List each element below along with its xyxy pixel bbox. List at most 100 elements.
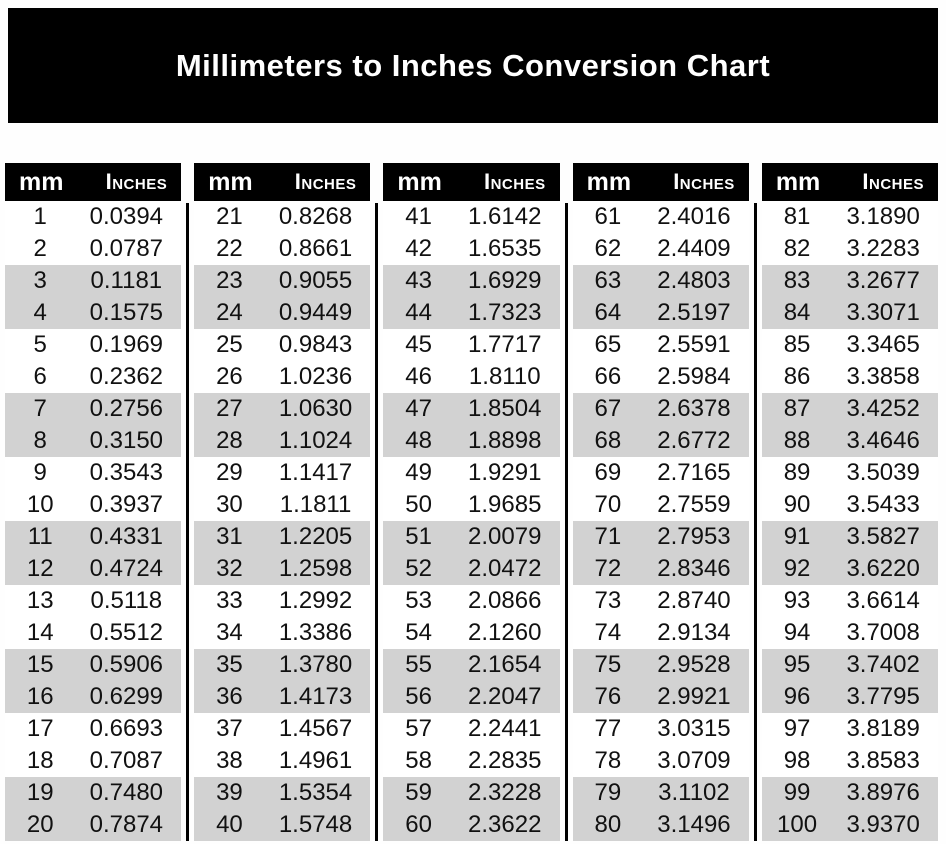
mm-value: 15	[26, 651, 54, 678]
table-row: 80 3.1496	[572, 809, 749, 841]
table-row: 46 1.8110	[383, 361, 560, 393]
mm-value: 65	[594, 331, 622, 358]
mm-value: 18	[26, 747, 54, 774]
table-row: 30 1.1811	[194, 489, 371, 521]
table-row: 55 2.1654	[383, 649, 560, 681]
table-row: 17 0.6693	[5, 713, 182, 745]
inches-value: 3.8583	[846, 747, 920, 774]
table-row: 33 1.2992	[194, 585, 371, 617]
inches-value: 3.8976	[846, 779, 920, 806]
table-row: 95 3.7402	[761, 649, 939, 681]
mm-value: 73	[594, 587, 622, 614]
inches-header-label: Inches	[483, 169, 546, 194]
inches-value: 2.8346	[657, 555, 731, 582]
table-row: 31 1.2205	[194, 521, 371, 553]
mm-value: 84	[783, 299, 811, 326]
mm-value: 98	[783, 747, 811, 774]
mm-value: 38	[216, 747, 243, 774]
table-row: 62 2.4409	[572, 233, 749, 265]
table-row: 7 0.2756	[5, 393, 182, 425]
table-row: 68 2.6772	[572, 425, 749, 457]
table-row: 45 1.7717	[383, 329, 560, 361]
mm-value: 40	[216, 811, 243, 838]
table-row: 8 0.3150	[5, 425, 182, 457]
mm-value: 61	[594, 203, 622, 230]
inches-value: 0.9055	[278, 267, 353, 294]
mm-value: 97	[783, 715, 811, 742]
table-row: 27 1.0630	[194, 393, 371, 425]
inches-value: 3.8189	[846, 715, 920, 742]
inches-value: 0.9843	[278, 331, 353, 358]
table-row: 96 3.7795	[761, 681, 939, 713]
inches-value: 2.0079	[468, 523, 542, 550]
mm-value: 77	[594, 715, 622, 742]
mm-value: 4	[33, 299, 47, 326]
conversion-column-2: mm Inches 21 0.8268 22 0.8661 23 0.9055 24 0.94…	[186, 163, 371, 841]
inches-value: 1.6929	[468, 267, 542, 294]
inches-value: 3.7008	[846, 619, 920, 646]
inches-value: 3.5039	[846, 459, 920, 486]
inches-value: 0.7480	[89, 779, 164, 806]
inches-value: 2.7165	[657, 459, 731, 486]
table-row: 93 3.6614	[761, 585, 939, 617]
inches-value: 3.1102	[658, 779, 730, 806]
inches-value: 0.3543	[89, 459, 164, 486]
mm-value: 39	[216, 779, 243, 806]
inches-value: 2.3622	[468, 811, 542, 838]
mm-value: 24	[216, 299, 243, 326]
table-row: 38 1.4961	[194, 745, 371, 777]
mm-value: 26	[216, 363, 243, 390]
inches-value: 0.7874	[89, 811, 164, 838]
inches-value: 2.5591	[657, 331, 731, 358]
mm-value: 17	[26, 715, 54, 742]
mm-value: 1	[33, 203, 47, 230]
mm-value: 34	[216, 619, 243, 646]
inches-value: 0.5512	[89, 619, 164, 646]
inches-value: 1.7323	[468, 299, 542, 326]
inches-value: 1.5748	[278, 811, 353, 838]
inches-value: 3.6220	[846, 555, 920, 582]
table-row: 50 1.9685	[383, 489, 560, 521]
mm-header-label: mm	[208, 167, 253, 196]
table-row: 82 3.2283	[761, 233, 939, 265]
table-row: 94 3.7008	[761, 617, 939, 649]
inches-value: 2.4803	[657, 267, 731, 294]
table-row: 78 3.0709	[572, 745, 749, 777]
table-row: 70 2.7559	[572, 489, 749, 521]
mm-value: 28	[216, 427, 243, 454]
mm-value: 35	[216, 651, 243, 678]
mm-value: 10	[26, 491, 54, 518]
inches-value: 3.5433	[846, 491, 920, 518]
table-row: 86 3.3858	[761, 361, 939, 393]
inches-value: 2.7953	[657, 523, 731, 550]
table-row: 48 1.8898	[383, 425, 560, 457]
table-row: 100 3.9370	[761, 809, 939, 841]
table-row: 49 1.9291	[383, 457, 560, 489]
inches-value: 2.9921	[657, 683, 731, 710]
mm-value: 67	[594, 395, 622, 422]
inches-value: 1.3780	[278, 651, 353, 678]
mm-value: 78	[594, 747, 622, 774]
inches-value: 1.9291	[468, 459, 542, 486]
table-row: 58 2.2835	[383, 745, 560, 777]
mm-value: 100	[777, 811, 818, 838]
table-row: 87 3.4252	[761, 393, 939, 425]
table-row: 9 0.3543	[5, 457, 182, 489]
mm-value: 36	[216, 683, 243, 710]
table-row: 47 1.8504	[383, 393, 560, 425]
inches-value: 1.0236	[278, 363, 353, 390]
column-body: 61 2.4016 62 2.4409 63 2.4803 64 2.5197 65 2.5591…	[572, 201, 749, 841]
inches-value: 2.7559	[657, 491, 731, 518]
inches-value: 1.6142	[468, 203, 542, 230]
mm-value: 9	[33, 459, 47, 486]
inches-value: 2.4016	[657, 203, 731, 230]
table-row: 40 1.5748	[194, 809, 371, 841]
table-row: 73 2.8740	[572, 585, 749, 617]
inches-value: 1.3386	[278, 619, 353, 646]
table-row: 97 3.8189	[761, 713, 939, 745]
mm-value: 7	[33, 395, 47, 422]
table-row: 19 0.7480	[5, 777, 182, 809]
page-title: Millimeters to Inches Conversion Chart	[175, 47, 771, 83]
inches-value: 3.2677	[846, 267, 920, 294]
inches-value: 0.0394	[89, 203, 164, 230]
